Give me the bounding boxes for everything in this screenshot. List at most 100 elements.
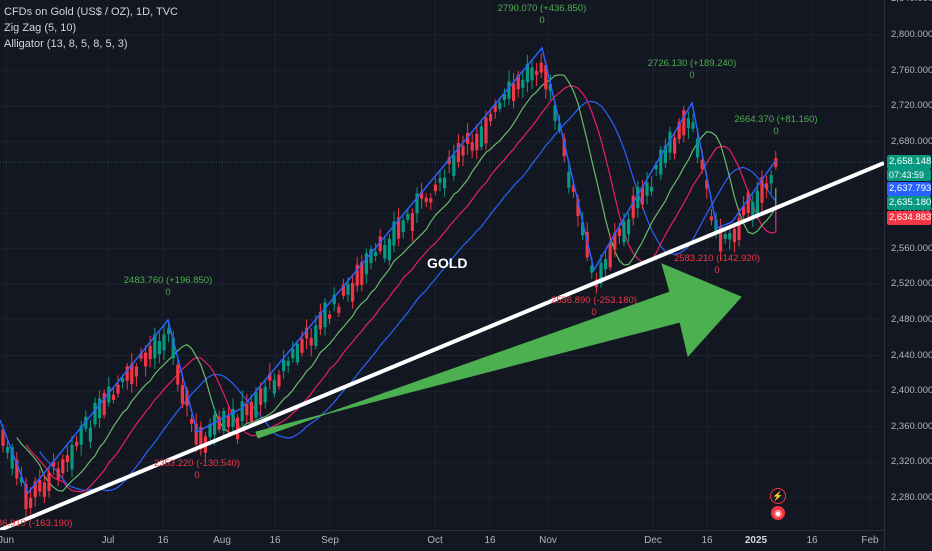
candle-body — [134, 366, 138, 377]
chart-legend: CFDs on Gold (US$ / OZ), 1D, TVC Zig Zag… — [4, 4, 178, 52]
candle-body — [65, 455, 69, 463]
candle-body — [567, 171, 571, 188]
candle-body — [599, 262, 603, 284]
candle-body — [420, 191, 424, 199]
alligator-lines — [16, 74, 777, 493]
candle-body — [645, 182, 649, 196]
support-trendline[interactable] — [0, 161, 884, 530]
lips-value-badge: 2,635.180 — [887, 196, 932, 210]
candle-body — [102, 392, 106, 416]
candle-body — [341, 284, 345, 296]
gold-text-label[interactable]: GOLD — [427, 255, 468, 271]
symbol-title[interactable]: CFDs on Gold (US$ / OZ), 1D, TVC — [4, 6, 179, 18]
time-tick-label: Jun — [0, 535, 15, 546]
candle-body — [484, 117, 488, 144]
us-flag-icon[interactable]: ◉ — [771, 506, 785, 520]
candle-body — [277, 374, 281, 387]
zigzag-label-value: 2790.070 (+436.850) — [497, 3, 587, 14]
candle-body — [401, 220, 405, 232]
economic-events[interactable]: ⚡ ◉ — [770, 486, 786, 522]
candle-body — [6, 447, 10, 453]
alligator-indicator-label[interactable]: Alligator (13, 8, 5, 8, 5, 3) — [4, 38, 128, 50]
candle-body — [760, 177, 764, 203]
candle-body — [52, 461, 56, 467]
zigzag-line — [0, 46, 777, 495]
zigzag-label-bars: 0 — [773, 126, 779, 137]
candle-body — [769, 175, 773, 184]
candle-body — [332, 294, 336, 305]
price-tick-label: 2,440.000 — [891, 349, 932, 361]
candle-body — [337, 306, 341, 313]
candle-body — [558, 123, 562, 131]
grid — [0, 0, 884, 530]
candle-body — [346, 283, 350, 295]
zigzag-label-bars: 0 — [591, 307, 597, 318]
zigzag-label-high: 2726.130 (+189.240) 0 — [648, 58, 736, 82]
candle-body — [456, 143, 460, 162]
time-tick-label: 16 — [484, 535, 496, 546]
candle-body — [548, 83, 552, 91]
chart-pane[interactable]: CFDs on Gold (US$ / OZ), 1D, TVC Zig Zag… — [0, 0, 884, 530]
candle-body — [475, 133, 479, 151]
candle-body — [507, 81, 511, 99]
candle-body — [686, 118, 690, 129]
candle-body — [272, 379, 276, 394]
zigzag-label-value: 2483.760 (+196.850) — [123, 275, 213, 286]
candle-body — [231, 409, 235, 427]
candle-body — [535, 71, 539, 76]
candle-body — [544, 65, 548, 90]
zigzag-label-high: 2790.070 (+436.850) 0 — [498, 3, 586, 27]
candle-body — [305, 327, 309, 339]
candle-body — [10, 447, 14, 469]
candle-body — [29, 497, 33, 508]
green-arrow-drawing[interactable] — [255, 263, 742, 439]
candle-body — [479, 126, 483, 147]
candle-body — [755, 190, 759, 215]
price-axis[interactable]: 2,840.000 2,800.000 2,760.000 2,720.000 2,68… — [884, 0, 932, 550]
candle-body — [751, 201, 755, 217]
candle-body — [33, 481, 37, 498]
candle-body — [153, 334, 157, 359]
candle-body — [742, 206, 746, 216]
candle-body — [392, 221, 396, 246]
candle-body — [148, 345, 152, 360]
candle-body — [70, 444, 74, 470]
candle-body — [15, 459, 19, 479]
candle-body — [774, 158, 778, 168]
candle-body — [691, 122, 695, 129]
candle-body — [622, 221, 626, 243]
zigzag-label-high: 2664.370 (+81.160) 0 — [734, 114, 817, 138]
teeth-value-badge: 2,634.883 — [887, 211, 932, 225]
candle-body — [737, 217, 741, 240]
lightning-icon[interactable]: ⚡ — [770, 488, 786, 504]
candle-body — [360, 262, 364, 286]
candle-body — [61, 459, 65, 474]
candle-body — [318, 311, 322, 330]
candle-body — [636, 187, 640, 209]
candle-body — [470, 142, 474, 151]
zigzag-label-bars: 0 — [539, 15, 545, 26]
candle-body — [75, 441, 79, 447]
candle-body — [107, 386, 111, 403]
price-tick-label: 2,800.000 — [891, 29, 932, 40]
candle-body — [654, 164, 658, 170]
zigzag-label-bars: 0 — [194, 470, 200, 481]
time-axis[interactable]: Jun Jul 16 Aug 16 Sep Oct 16 Nov Dec 16 2025 16 Feb — [0, 530, 884, 551]
candle-body — [553, 105, 557, 121]
candle-body — [502, 93, 506, 101]
candle-body — [452, 154, 456, 176]
candle-body — [590, 265, 594, 273]
candle-body — [512, 83, 516, 102]
candle-body — [121, 378, 125, 383]
candle-body — [245, 404, 249, 416]
candle-body — [765, 183, 769, 189]
candle-body — [498, 102, 502, 109]
candle-body — [240, 401, 244, 422]
candle-body — [374, 251, 378, 256]
price-chart[interactable] — [0, 0, 884, 530]
candle-body — [433, 184, 437, 192]
price-tick-label: 2,520.000 — [891, 278, 932, 290]
candle-body — [728, 233, 732, 240]
zigzag-indicator-label[interactable]: Zig Zag (5, 10) — [4, 22, 77, 34]
candle-body — [88, 427, 92, 442]
